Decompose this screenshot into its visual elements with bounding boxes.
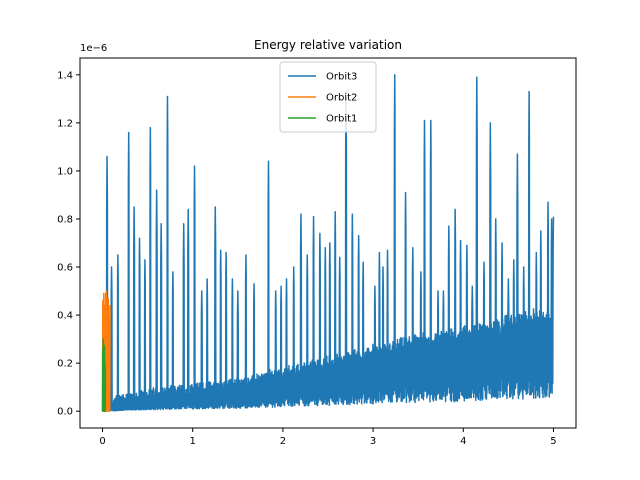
y-tick-label: 0.0 xyxy=(57,407,73,418)
x-axis: 0 1 2 3 4 5 xyxy=(99,428,557,447)
y-tick-label: 0.2 xyxy=(57,359,73,370)
x-tick-label: 4 xyxy=(460,436,466,447)
y-tick-label: 0.4 xyxy=(57,311,73,322)
y-tick-label: 1.2 xyxy=(57,118,73,129)
x-tick-label: 5 xyxy=(550,436,556,447)
legend-label-orbit2: Orbit2 xyxy=(326,93,357,104)
series-line-orbit3 xyxy=(101,74,555,412)
legend-label-orbit3: Orbit3 xyxy=(326,72,357,83)
x-tick-label: 0 xyxy=(99,436,105,447)
y-tick-label: 0.8 xyxy=(57,214,73,225)
y-axis: 0.0 0.2 0.4 0.6 0.8 1.0 1.2 1.4 xyxy=(57,70,80,418)
series-line-orbit2 xyxy=(101,290,111,412)
y-scale-label: 1e−6 xyxy=(80,43,107,54)
legend: Orbit3 Orbit2 Orbit1 xyxy=(279,61,377,133)
series-layer xyxy=(101,74,555,412)
series-line-orbit1 xyxy=(101,338,107,412)
legend-box xyxy=(279,61,377,133)
y-tick-label: 1.0 xyxy=(57,166,73,177)
chart-title: Energy relative variation xyxy=(254,38,402,52)
legend-label-orbit1: Orbit1 xyxy=(326,114,357,125)
x-tick-label: 3 xyxy=(370,436,376,447)
x-tick-label: 1 xyxy=(190,436,196,447)
x-tick-label: 2 xyxy=(280,436,286,447)
axes-frame xyxy=(79,57,577,429)
y-tick-label: 0.6 xyxy=(57,263,73,274)
plot-area xyxy=(101,74,555,412)
y-tick-label: 1.4 xyxy=(57,70,73,81)
